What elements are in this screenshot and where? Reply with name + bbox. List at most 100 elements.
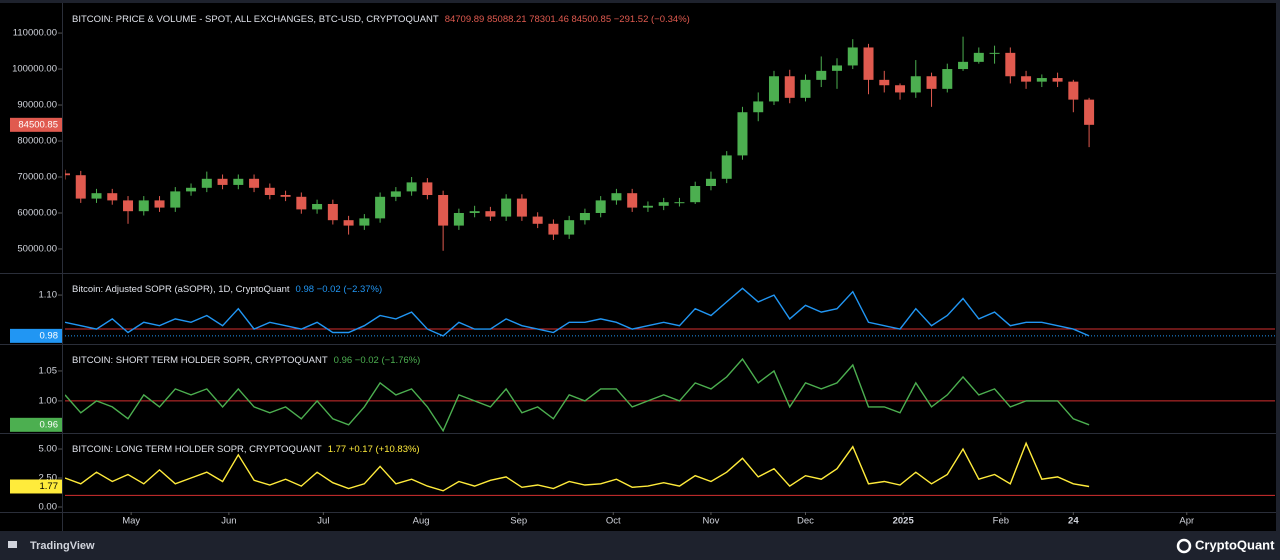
candle-body <box>989 52 1000 54</box>
candle-body <box>516 198 527 217</box>
candle-body <box>548 223 559 235</box>
panel-title: BITCOIN: SHORT TERM HOLDER SOPR, CRYPTOQ… <box>72 355 420 366</box>
axis-divider <box>0 512 1276 513</box>
panel-divider <box>0 273 1276 274</box>
logo-icon <box>8 541 17 548</box>
footer-left: TradingView <box>30 540 95 552</box>
series-line <box>65 287 1090 337</box>
candle-body <box>170 191 181 208</box>
title-text: BITCOIN: LONG TERM HOLDER SOPR, CRYPTOQU… <box>72 444 322 455</box>
y-tick-label: 1.00 <box>39 395 58 406</box>
legend-values: 0.96 −0.02 (−1.76%) <box>334 355 421 366</box>
x-tick-label: 2025 <box>893 516 915 527</box>
y-tick-label: 80000.00 <box>17 136 57 147</box>
candle-body <box>611 193 622 201</box>
y-tick-label: 60000.00 <box>17 208 57 219</box>
candle-body <box>579 212 590 221</box>
candle-body <box>65 173 70 176</box>
x-tick-label: Dec <box>797 516 814 527</box>
candle-body <box>564 220 575 235</box>
candle-body <box>627 193 638 208</box>
last-value-badge <box>10 479 62 494</box>
candle-body <box>280 194 291 197</box>
last-value-badge <box>10 328 62 343</box>
plot <box>65 357 1275 432</box>
candle-body <box>107 193 118 201</box>
last-value-badge <box>10 117 62 132</box>
x-tick-label: Jun <box>221 516 236 527</box>
candle-body <box>138 200 149 212</box>
candle-body <box>359 218 370 226</box>
candle-body <box>233 178 244 185</box>
y-tick-label: 110000.00 <box>13 28 57 39</box>
candle-body <box>438 194 449 226</box>
series-line <box>65 441 1090 492</box>
candle-body <box>1052 78 1063 82</box>
candle-body <box>264 187 275 195</box>
candle-body <box>800 79 811 98</box>
candle-body <box>658 202 669 206</box>
x-tick-label: 24 <box>1068 516 1079 527</box>
last-value-label: 1.77 <box>40 481 59 492</box>
y-tick-label: 1.05 <box>39 365 58 376</box>
panel-title: BITCOIN: PRICE & VOLUME - SPOT, ALL EXCH… <box>72 14 690 25</box>
candle-body <box>469 211 480 213</box>
candle-body <box>879 79 890 86</box>
candle-body <box>737 112 748 156</box>
candle-body <box>327 203 338 221</box>
candle-body <box>123 200 134 212</box>
candle-body <box>453 212 464 226</box>
candle-body <box>1084 99 1095 125</box>
panel-divider <box>0 433 1276 434</box>
candle-body <box>217 178 228 185</box>
y-tick-label: 90000.00 <box>17 100 57 111</box>
candle-body <box>406 182 417 192</box>
last-value-label: 0.96 <box>40 419 59 430</box>
x-tick-label: Oct <box>606 516 621 527</box>
y-tick-label: 1.10 <box>39 290 58 301</box>
y-tick-label: 5.00 <box>39 444 58 455</box>
candle-body <box>863 47 874 80</box>
candle-body <box>768 76 779 102</box>
last-value-label: 0.98 <box>40 330 59 341</box>
last-value-label: 84500.85 <box>18 119 58 130</box>
x-tick-label: May <box>122 516 140 527</box>
x-tick-label: Aug <box>413 516 430 527</box>
y-tick-label: 70000.00 <box>17 172 57 183</box>
candle-body <box>422 182 433 195</box>
plot <box>65 441 1275 496</box>
candle-body <box>674 202 685 204</box>
candle-body <box>75 175 86 199</box>
candle-body <box>485 211 496 217</box>
candle-body <box>1068 81 1079 100</box>
y-tick-label: 50000.00 <box>17 243 57 254</box>
candle-body <box>186 187 197 192</box>
legend-values: 84709.89 85088.21 78301.46 84500.85 −291… <box>445 14 690 25</box>
candle-body <box>375 196 386 219</box>
plot <box>65 287 1275 337</box>
candle-body <box>847 47 858 66</box>
y-tick-label: 0.00 <box>39 502 58 513</box>
candle-body <box>390 191 401 197</box>
tradingview-logo[interactable]: TradingView <box>8 540 95 552</box>
candle-body <box>1021 76 1032 82</box>
x-tick-label: Nov <box>703 516 720 527</box>
cryptoquant-logo[interactable]: CryptoQuant <box>1176 537 1275 554</box>
candle-body <box>642 205 653 208</box>
x-tick-label: Jul <box>317 516 329 527</box>
x-tick-label: Feb <box>993 516 1009 527</box>
candle-body <box>895 85 906 93</box>
footer-right: CryptoQuant <box>1195 537 1275 552</box>
title-text: Bitcoin: Adjusted SOPR (aSOPR), 1D, Cryp… <box>72 284 290 295</box>
candle-body <box>154 200 165 208</box>
panel-divider <box>0 344 1276 345</box>
candle-body <box>832 65 843 71</box>
candle-body <box>201 178 212 188</box>
candle-body <box>690 185 701 203</box>
y-tick-label: 2.50 <box>39 473 58 484</box>
candle-body <box>1036 78 1047 82</box>
candle-body <box>816 70 827 80</box>
y-tick-label: 100000.00 <box>12 64 57 75</box>
plot <box>65 36 1095 251</box>
